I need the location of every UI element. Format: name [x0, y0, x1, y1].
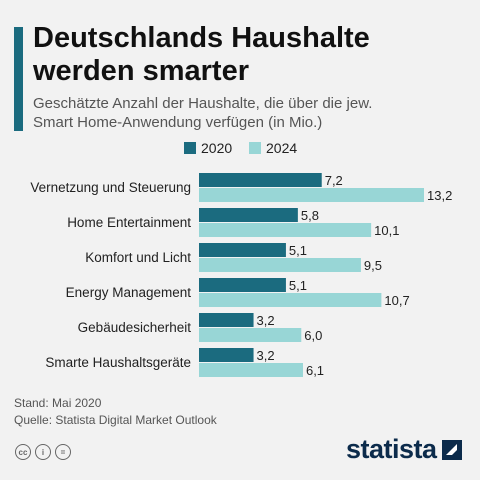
category-label: Smarte Haushaltsgeräte: [45, 355, 191, 370]
value-label-2024: 10,1: [374, 223, 399, 238]
category-label: Energy Management: [66, 285, 192, 300]
value-label-2024: 10,7: [384, 293, 409, 308]
stand-note: Stand: Mai 2020: [14, 396, 102, 410]
category-label: Gebäudesicherheit: [78, 320, 192, 335]
brand-name: statista: [346, 434, 437, 464]
bar-2020: [199, 173, 322, 187]
bar-2024: [199, 363, 303, 377]
value-label-2020: 5,1: [289, 278, 307, 293]
legend-item-2024: 2024: [249, 140, 297, 156]
bar-2024: [199, 258, 361, 272]
category-label: Home Entertainment: [67, 215, 191, 230]
page-title: Deutschlands Haushalte werden smarter: [33, 22, 473, 88]
title-line-2: werden smarter: [33, 55, 249, 87]
bar-2020: [199, 243, 286, 257]
subtitle: Geschätzte Anzahl der Haushalte, die übe…: [33, 94, 473, 132]
value-label-2020: 7,2: [325, 173, 343, 188]
license-icons: cc i =: [15, 444, 71, 460]
source-note: Quelle: Statista Digital Market Outlook: [14, 413, 217, 427]
person-icon: i: [35, 444, 51, 460]
statista-logo-icon: [441, 439, 462, 460]
value-label-2020: 5,1: [289, 243, 307, 258]
value-label-2020: 3,2: [257, 348, 275, 363]
legend-swatch-2020: [184, 142, 196, 154]
bar-2020: [199, 278, 286, 292]
value-label-2024: 13,2: [427, 188, 452, 203]
value-label-2020: 5,8: [301, 208, 319, 223]
legend-label-2024: 2024: [266, 140, 298, 156]
bar-2020: [199, 208, 298, 222]
value-label-2024: 6,1: [306, 363, 324, 378]
bar-2024: [199, 188, 424, 202]
value-label-2024: 9,5: [364, 258, 382, 273]
cc-icon: cc: [15, 444, 31, 460]
subtitle-line-1: Geschätzte Anzahl der Haushalte, die übe…: [33, 95, 373, 112]
category-label: Vernetzung und Steuerung: [30, 180, 191, 195]
brand: statista: [346, 434, 462, 465]
accent-bar: [14, 27, 23, 131]
equals-icon: =: [55, 444, 71, 460]
category-label: Komfort und Licht: [85, 250, 191, 265]
subtitle-line-2: Smart Home-Anwendung verfügen (in Mio.): [33, 114, 323, 131]
bar-2020: [199, 348, 254, 362]
bar-2024: [199, 293, 382, 307]
value-label-2020: 3,2: [257, 313, 275, 328]
bar-2024: [199, 328, 302, 342]
value-label-2024: 6,0: [304, 328, 322, 343]
chart-legend: 2020 2024: [0, 140, 480, 160]
bar-2020: [199, 313, 254, 327]
legend-label-2020: 2020: [201, 140, 233, 156]
bar-2024: [199, 223, 372, 237]
legend-item-2020: 2020: [184, 140, 232, 156]
title-line-1: Deutschlands Haushalte: [33, 22, 370, 54]
legend-swatch-2024: [249, 142, 261, 154]
